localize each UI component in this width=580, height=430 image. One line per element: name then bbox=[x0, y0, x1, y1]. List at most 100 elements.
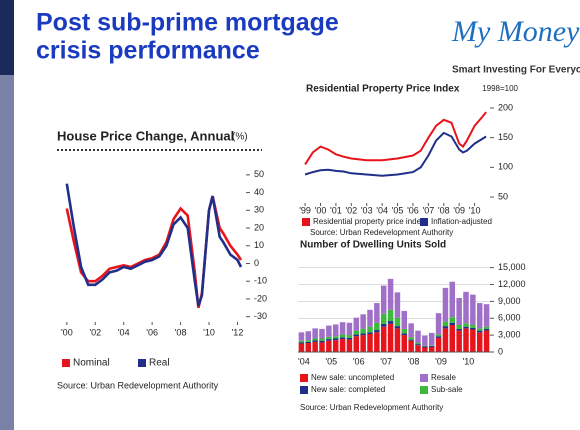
bar-segment bbox=[305, 331, 312, 341]
y-tick-label: 0 bbox=[498, 346, 503, 356]
line-series bbox=[304, 131, 487, 177]
bar-segment bbox=[456, 328, 462, 331]
bar-segment bbox=[374, 322, 380, 331]
bar-segment bbox=[483, 304, 490, 327]
bar-segment bbox=[326, 325, 332, 337]
bar-segment bbox=[298, 340, 305, 343]
bar-segment bbox=[367, 326, 373, 333]
bar-segment bbox=[332, 338, 339, 341]
bar-segment bbox=[360, 333, 366, 336]
bar-segment bbox=[394, 326, 401, 329]
bar-segment bbox=[319, 342, 325, 352]
bar-segment bbox=[463, 323, 469, 327]
bar-segment bbox=[456, 330, 462, 352]
bar-segment bbox=[353, 330, 360, 335]
legend-swatch bbox=[420, 374, 428, 382]
bar-segment bbox=[415, 345, 421, 352]
bar-segment bbox=[332, 336, 339, 339]
bar-segment bbox=[483, 330, 490, 352]
y-tick-label: 0 bbox=[254, 258, 259, 268]
bar-segment bbox=[428, 345, 435, 346]
bar-segment bbox=[380, 326, 387, 352]
bar-segment bbox=[319, 338, 325, 341]
bar-segment bbox=[360, 328, 366, 334]
bar-segment bbox=[463, 328, 469, 352]
bar-segment bbox=[483, 328, 490, 331]
bar-segment bbox=[435, 336, 442, 338]
bar-segment bbox=[449, 325, 456, 352]
slide-title: Post sub-prime mortgage bbox=[36, 9, 339, 37]
tagline: Smart Investing For Everyone. bbox=[452, 65, 580, 76]
logo: My Money bbox=[451, 15, 580, 48]
bar-segment bbox=[374, 332, 380, 352]
bar-segment bbox=[339, 334, 346, 338]
bar-segment bbox=[326, 340, 332, 352]
bar-segment bbox=[428, 332, 435, 346]
legend-swatch bbox=[138, 359, 146, 367]
y-tick-label: 50 bbox=[498, 191, 508, 201]
x-tick-label: '04 bbox=[376, 205, 388, 215]
x-tick-label: '06 bbox=[353, 356, 365, 366]
bar-segment bbox=[401, 335, 408, 352]
bar-segment bbox=[298, 343, 305, 352]
bar-segment bbox=[401, 333, 408, 336]
bar-segment bbox=[367, 332, 373, 334]
x-tick-label: '03 bbox=[361, 205, 373, 215]
bar-segment bbox=[456, 298, 462, 325]
x-tick-label: '05 bbox=[392, 205, 404, 215]
y-tick-label: 3,000 bbox=[498, 330, 521, 340]
bar-segment bbox=[442, 328, 449, 352]
legend-label: New sale: uncompleted bbox=[311, 373, 394, 382]
x-tick-label: '02 bbox=[89, 327, 101, 337]
bar-segment bbox=[442, 287, 449, 322]
bar-segment bbox=[394, 292, 401, 318]
bar-segment bbox=[367, 334, 373, 352]
bar-segment bbox=[442, 326, 449, 329]
y-tick-label: 6,000 bbox=[498, 313, 521, 323]
chart-unit: (%) bbox=[232, 132, 248, 143]
bar-segment bbox=[305, 340, 312, 342]
bar-segment bbox=[387, 278, 394, 310]
bar-segment bbox=[470, 294, 476, 325]
bar-segment bbox=[435, 337, 442, 352]
y-tick-label: 12,000 bbox=[498, 279, 526, 289]
x-tick-label: '10 bbox=[203, 327, 215, 337]
bar-segment bbox=[449, 322, 456, 325]
bar-segment bbox=[305, 341, 312, 343]
chart-title: Number of Dwelling Units Sold bbox=[300, 240, 446, 251]
bar-segment bbox=[305, 343, 312, 352]
bar-segment bbox=[367, 309, 373, 327]
x-tick-label: '05 bbox=[325, 356, 337, 366]
x-tick-label: '06 bbox=[146, 327, 158, 337]
bar-segment bbox=[435, 313, 442, 335]
bar-segment bbox=[346, 337, 353, 340]
bar-segment bbox=[408, 323, 414, 338]
legend-label: Inflation-adjusted bbox=[431, 217, 492, 226]
bar-segment bbox=[380, 323, 387, 327]
x-tick-label: '09 bbox=[435, 356, 447, 366]
bar-segment bbox=[415, 343, 421, 345]
bar-segment bbox=[408, 340, 414, 352]
bar-segment bbox=[449, 281, 456, 318]
x-tick-label: '07 bbox=[422, 205, 434, 215]
bar-segment bbox=[476, 330, 483, 333]
y-tick-label: 200 bbox=[498, 102, 513, 112]
bar-segment bbox=[312, 328, 318, 339]
legend-swatch bbox=[300, 386, 308, 394]
bar-segment bbox=[312, 338, 318, 341]
x-tick-label: '04 bbox=[298, 356, 310, 366]
chart-unit: 1998=100 bbox=[482, 84, 518, 93]
bar-segment bbox=[449, 317, 456, 323]
x-tick-label: '09 bbox=[453, 205, 465, 215]
y-tick-label: 9,000 bbox=[498, 296, 521, 306]
y-tick-label: 15,000 bbox=[498, 262, 526, 272]
bar-segment bbox=[319, 328, 325, 339]
y-tick-label: 20 bbox=[254, 222, 264, 232]
legend-swatch bbox=[302, 218, 310, 226]
legend-swatch bbox=[62, 359, 70, 367]
bar-segment bbox=[360, 314, 366, 329]
x-tick-label: '07 bbox=[380, 356, 392, 366]
bar-segment bbox=[353, 334, 360, 337]
chart-title: House Price Change, Annual bbox=[57, 128, 234, 143]
bar-segment bbox=[470, 325, 476, 328]
